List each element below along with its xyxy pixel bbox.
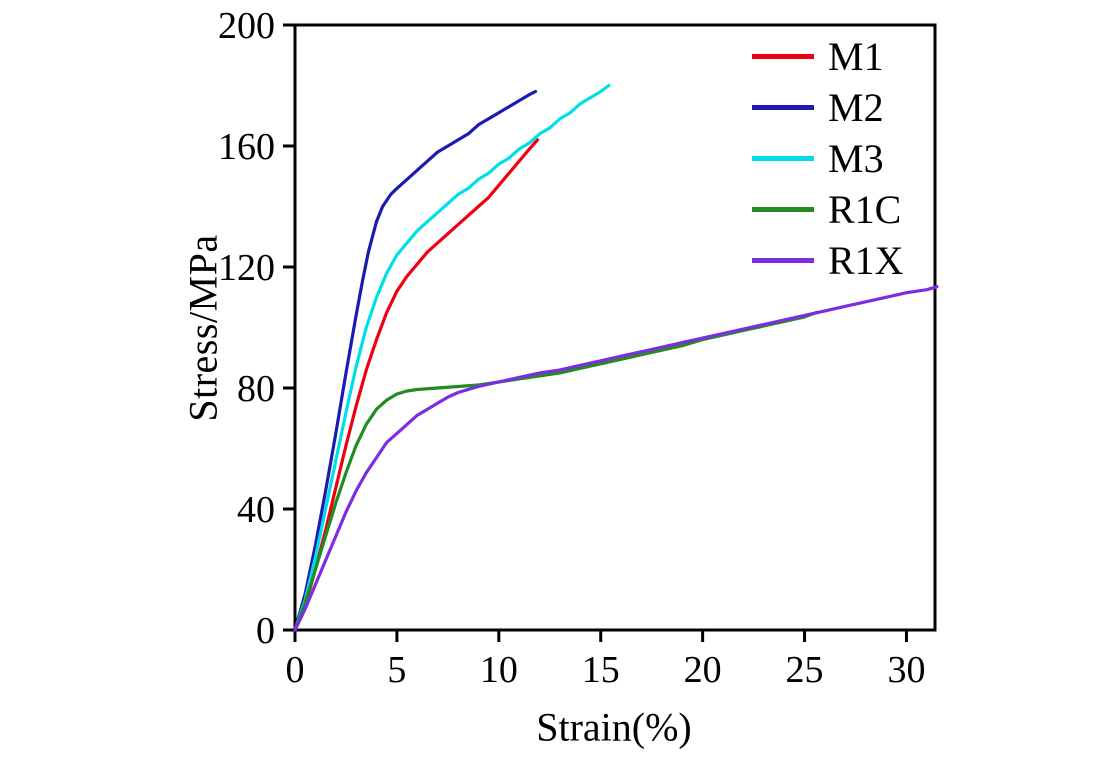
series-line-M1	[293, 138, 540, 632]
legend-item-M3: M3	[752, 133, 904, 184]
series-line-R1C	[293, 310, 819, 632]
legend-item-R1C: R1C	[752, 184, 904, 235]
y-tick-label: 120	[218, 247, 275, 289]
series-line-R1X	[293, 285, 939, 632]
plot-frame	[293, 23, 937, 632]
y-tick-label: 200	[218, 5, 275, 47]
legend-label-R1C: R1C	[828, 186, 902, 232]
legend-swatch-M3	[752, 156, 814, 161]
x-tick-label: 25	[786, 649, 824, 691]
x-tick-label: 10	[480, 649, 518, 691]
series-line-M3	[293, 83, 611, 632]
legend-swatch-M2	[752, 105, 814, 110]
y-tick-label: 0	[256, 610, 275, 652]
y-tick-label: 160	[218, 126, 275, 168]
legend-item-M2: M2	[752, 82, 904, 133]
x-tick-label: 0	[286, 649, 305, 691]
legend-label-M1: M1	[828, 33, 884, 79]
y-tick-label: 40	[237, 489, 275, 531]
legend-swatch-M1	[752, 54, 814, 59]
y-tick-label: 80	[237, 368, 275, 410]
y-axis-title: Stress/MPa	[180, 234, 226, 422]
x-tick-label: 30	[887, 649, 925, 691]
legend-swatch-R1C	[752, 207, 814, 212]
legend-label-M2: M2	[828, 84, 884, 130]
legend-label-M3: M3	[828, 135, 884, 181]
legend-label-R1X: R1X	[828, 237, 904, 283]
x-axis-title: Strain(%)	[536, 704, 692, 750]
legend: M1 M2 M3 R1C R1X	[752, 31, 904, 286]
x-tick-label: 15	[582, 649, 620, 691]
x-tick-label: 20	[684, 649, 722, 691]
series-line-M2	[293, 89, 538, 632]
x-tick-label: 5	[387, 649, 406, 691]
legend-item-R1X: R1X	[752, 235, 904, 286]
legend-swatch-R1X	[752, 258, 814, 263]
legend-item-M1: M1	[752, 31, 904, 82]
